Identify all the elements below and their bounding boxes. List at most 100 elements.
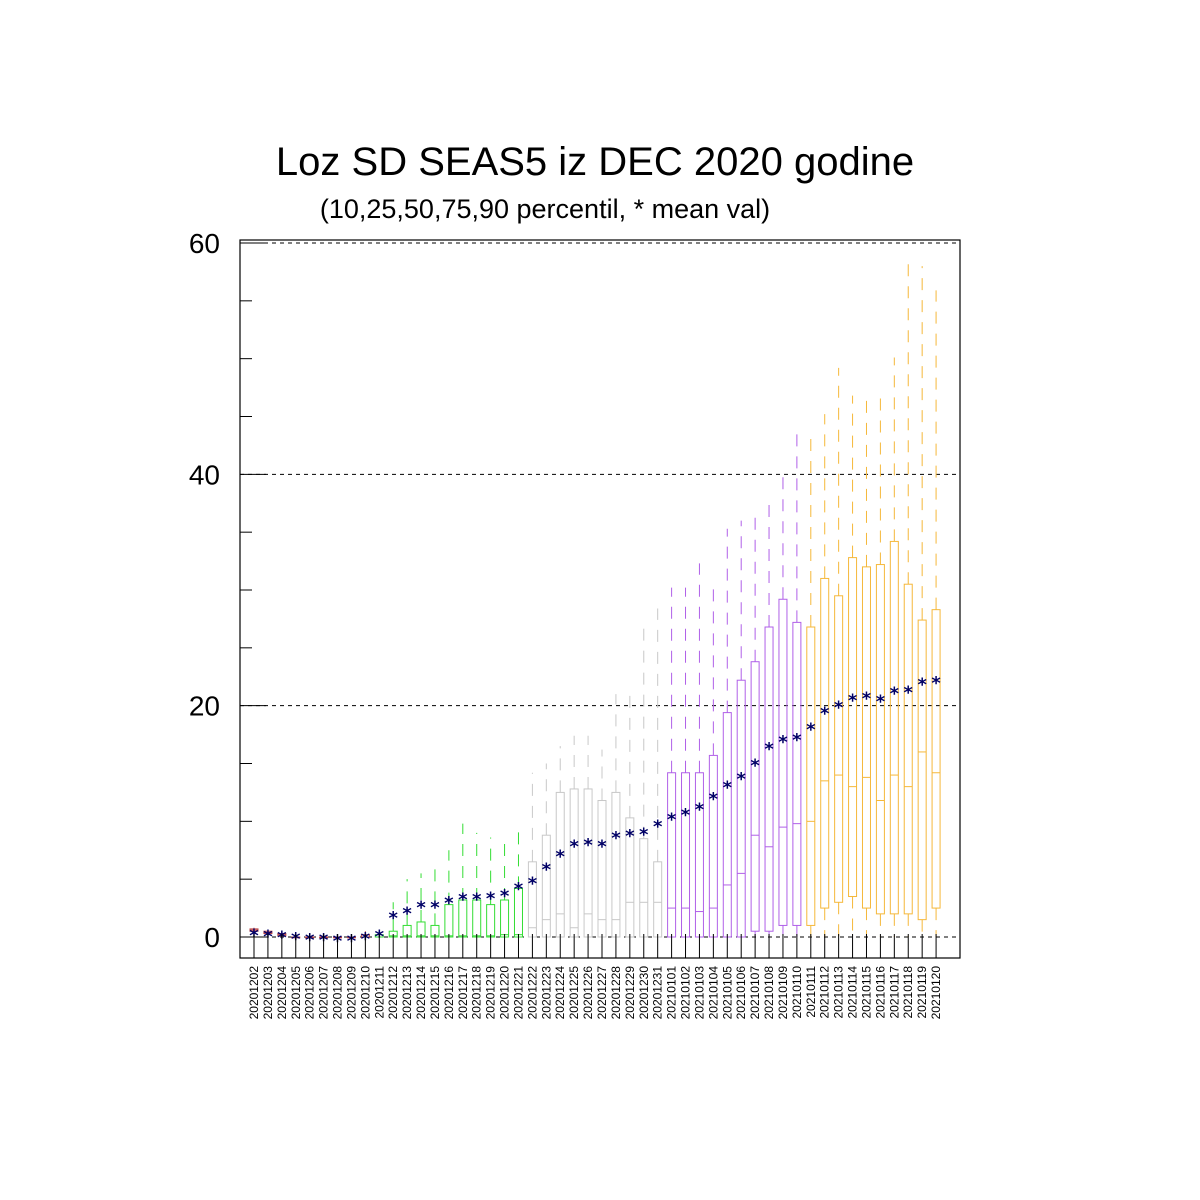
mean-marker-20201226: * bbox=[583, 835, 593, 856]
box-20210107 bbox=[750, 514, 760, 937]
box-20210110 bbox=[792, 433, 802, 937]
box-20210102 bbox=[681, 587, 691, 938]
box-20201223 bbox=[541, 763, 551, 938]
mean-marker-20201222: * bbox=[528, 873, 538, 894]
chart-title: Loz SD SEAS5 iz DEC 2020 godine bbox=[275, 140, 915, 184]
box-20210112 bbox=[820, 414, 830, 937]
x-tick-label-20201221: 20201221 bbox=[511, 966, 525, 1020]
mean-marker-20201224: * bbox=[556, 847, 566, 868]
x-tick-label-20201225: 20201225 bbox=[567, 966, 581, 1020]
box-20210117 bbox=[889, 357, 899, 937]
x-tick-label-20201202: 20201202 bbox=[247, 966, 261, 1020]
x-tick-label-20201217: 20201217 bbox=[456, 966, 470, 1020]
box-20210114 bbox=[848, 395, 858, 937]
iqr-box-20210118 bbox=[903, 583, 913, 915]
x-tick-label-20201213: 20201213 bbox=[400, 966, 414, 1020]
x-tick-label-20201223: 20201223 bbox=[539, 966, 553, 1020]
x-tick-label-20210102: 20210102 bbox=[679, 966, 693, 1020]
mean-marker-20201217: * bbox=[458, 890, 468, 911]
iqr-box-20210114 bbox=[848, 557, 858, 898]
mean-marker-20210118: * bbox=[904, 682, 914, 703]
x-tick-label-20210107: 20210107 bbox=[748, 966, 762, 1020]
iqr-box-20201219 bbox=[486, 904, 496, 938]
mean-marker-20201225: * bbox=[569, 836, 579, 857]
box-20201230 bbox=[639, 622, 649, 938]
iqr-box-20210104 bbox=[708, 754, 718, 938]
iqr-box-20210107 bbox=[750, 661, 760, 932]
mean-marker-20210108: * bbox=[764, 739, 774, 760]
x-tick-label-20201204: 20201204 bbox=[275, 966, 289, 1020]
x-tick-label-20210110: 20210110 bbox=[790, 966, 804, 1019]
grid-layer bbox=[240, 242, 960, 938]
x-tick-label-20210103: 20210103 bbox=[692, 966, 706, 1020]
iqr-box-20210108 bbox=[764, 626, 774, 932]
x-tick-label-20201226: 20201226 bbox=[581, 966, 595, 1020]
x-tick-label-20201219: 20201219 bbox=[484, 966, 498, 1020]
x-tick-label-20201216: 20201216 bbox=[442, 966, 456, 1020]
mean-marker-20201219: * bbox=[486, 888, 496, 909]
iqr-box-20201225 bbox=[569, 788, 579, 938]
box-layer bbox=[249, 263, 941, 939]
mean-marker-20210117: * bbox=[890, 684, 900, 705]
iqr-box-20201226 bbox=[583, 788, 593, 938]
x-tick-label-20201209: 20201209 bbox=[344, 966, 358, 1020]
x-tick-label-20201203: 20201203 bbox=[261, 966, 275, 1020]
iqr-box-20210103 bbox=[694, 772, 704, 938]
box-20201224 bbox=[555, 746, 565, 938]
mean-marker-20201227: * bbox=[597, 836, 607, 857]
box-20201202 bbox=[249, 927, 259, 933]
iqr-box-20201230 bbox=[639, 838, 649, 938]
x-tick-label-20210112: 20210112 bbox=[818, 966, 832, 1019]
mean-marker-20210112: * bbox=[820, 703, 830, 724]
y-tick-label-20: 20 bbox=[189, 691, 220, 722]
mean-marker-20210116: * bbox=[876, 692, 886, 713]
x-tick-label-20210111: 20210111 bbox=[804, 966, 818, 1018]
box-20210120 bbox=[931, 290, 941, 937]
x-tick-label-20210118: 20210118 bbox=[901, 966, 915, 1019]
y-tick-label-0: 0 bbox=[204, 922, 220, 953]
mean-marker-20210120: * bbox=[931, 673, 941, 694]
y-tick-label-60: 60 bbox=[189, 228, 220, 259]
mean-marker-20210111: * bbox=[806, 719, 816, 740]
mean-marker-20201229: * bbox=[625, 826, 635, 847]
mean-marker-20201228: * bbox=[611, 828, 621, 849]
mean-marker-20210101: * bbox=[667, 810, 677, 831]
iqr-box-20210112 bbox=[820, 577, 830, 909]
box-20210115 bbox=[861, 393, 871, 937]
x-tick-label-20210101: 20210101 bbox=[665, 966, 679, 1020]
mean-marker-20210105: * bbox=[723, 777, 733, 798]
y-tick-label-40: 40 bbox=[189, 459, 220, 490]
box-20210116 bbox=[875, 395, 885, 937]
box-20201218 bbox=[472, 832, 482, 938]
x-tick-label-20201229: 20201229 bbox=[623, 966, 637, 1020]
box-20210118 bbox=[903, 263, 913, 937]
x-tick-label-20210120: 20210120 bbox=[929, 966, 943, 1020]
iqr-box-20210110 bbox=[792, 621, 802, 926]
mean-marker-20210114: * bbox=[848, 691, 858, 712]
iqr-box-20210113 bbox=[834, 595, 844, 903]
box-20201228 bbox=[611, 694, 621, 938]
mean-marker-20210113: * bbox=[834, 698, 844, 719]
iqr-box-20210120 bbox=[931, 609, 941, 909]
iqr-box-20210116 bbox=[875, 564, 885, 915]
x-tick-label-20210119: 20210119 bbox=[915, 966, 929, 1019]
x-tick-label-20210116: 20210116 bbox=[873, 966, 887, 1019]
x-tick-label-20210108: 20210108 bbox=[762, 966, 776, 1020]
x-tick-label-20201218: 20201218 bbox=[470, 966, 484, 1020]
iqr-box-20210106 bbox=[736, 679, 746, 938]
mean-marker-20201214: * bbox=[416, 898, 426, 919]
iqr-box-20201231 bbox=[653, 861, 663, 938]
mean-marker-20210104: * bbox=[709, 789, 719, 810]
iqr-box-20210115 bbox=[861, 566, 871, 909]
x-tick-label-20201224: 20201224 bbox=[553, 966, 567, 1020]
x-tick-label-20201220: 20201220 bbox=[498, 966, 512, 1020]
plot-frame bbox=[239, 239, 961, 959]
box-20201222 bbox=[527, 772, 537, 938]
box-20210101 bbox=[667, 587, 677, 938]
mean-marker-20201215: * bbox=[430, 898, 440, 919]
x-tick-label-20210104: 20210104 bbox=[706, 966, 720, 1020]
box-20210108 bbox=[764, 499, 774, 937]
mean-marker-20201221: * bbox=[514, 879, 524, 900]
